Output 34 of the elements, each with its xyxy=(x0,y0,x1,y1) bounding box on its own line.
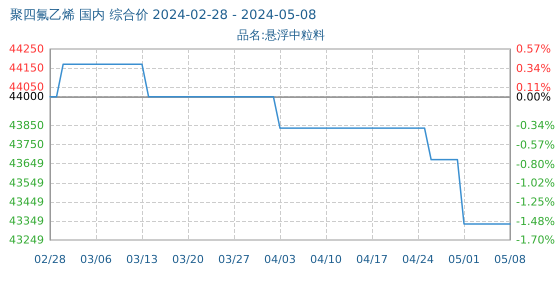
y2-tick-label: 0.00% xyxy=(516,90,551,104)
x-tick-label: 05/01 xyxy=(448,253,480,266)
y-tick-label: 43649 xyxy=(9,157,44,170)
y2-tick-label: -1.48% xyxy=(516,214,555,228)
y2-tick-label: -1.70% xyxy=(516,234,555,246)
x-tick-label: 04/10 xyxy=(310,253,342,266)
y2-tick-label: 0.34% xyxy=(516,62,551,75)
y2-tick-label: 0.57% xyxy=(516,42,551,56)
y-tick-label: 44250 xyxy=(9,42,44,56)
y-tick-label: 43850 xyxy=(9,118,44,132)
y-tick-label: 44000 xyxy=(9,90,44,104)
x-tick-label: 04/03 xyxy=(264,253,296,266)
y-tick-label: 43449 xyxy=(9,195,44,208)
x-tick-label: 04/17 xyxy=(356,253,388,266)
x-tick-label: 03/20 xyxy=(172,253,204,266)
x-tick-label: 03/27 xyxy=(218,253,250,266)
y-tick-label: 43750 xyxy=(9,138,44,151)
y-tick-label: 44150 xyxy=(9,62,44,75)
line-series xyxy=(49,64,511,225)
chart-subtitle: 品名:悬浮中粒料 xyxy=(237,28,326,42)
x-tick-label: 02/28 xyxy=(34,253,66,266)
y-tick-label: 43249 xyxy=(9,234,44,246)
y2-tick-label: -0.57% xyxy=(516,138,555,152)
y-tick-label: 43549 xyxy=(9,176,44,190)
y2-tick-label: -0.34% xyxy=(516,119,555,132)
x-tick-label: 05/08 xyxy=(494,253,526,266)
y-tick-label: 43349 xyxy=(9,214,44,228)
y2-tick-label: -0.80% xyxy=(516,158,555,171)
chart-title: 聚四氟乙烯 国内 综合价 2024-02-28 - 2024-05-08 xyxy=(10,8,316,23)
y2-tick-label: -1.25% xyxy=(516,196,555,209)
x-tick-label: 04/24 xyxy=(402,253,434,266)
x-tick-label: 03/06 xyxy=(80,253,112,266)
y2-tick-label: -1.02% xyxy=(516,176,555,190)
x-tick-label: 03/13 xyxy=(126,253,158,266)
